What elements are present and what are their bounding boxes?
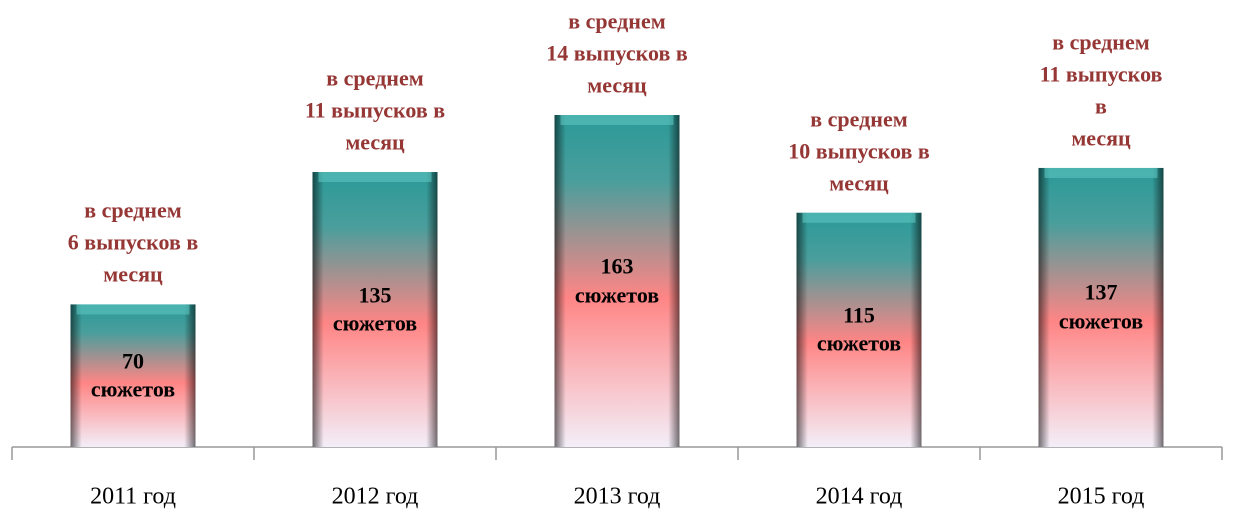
bar-cap [1044,167,1158,178]
annotation: в среднем 6 выпусков в месяц [67,197,199,287]
bar-cap [802,212,916,223]
x-tick-label: 2015 год [1057,483,1145,510]
annotation: в среднем 11 выпусков в месяц [304,65,446,155]
x-tick-label: 2012 год [331,483,419,510]
bar-cap [560,115,674,125]
annotation: в среднем 14 выпусков в месяц [546,8,688,98]
bar-edge [796,212,922,447]
annotation: в среднем 10 выпусков в месяц [788,106,930,195]
bar-edge [554,115,680,447]
data-label: 137 сюжетов [1058,279,1144,334]
x-tick-label: 2011 год [90,483,176,510]
annotation: в среднем 11 выпусков в месяц [1039,29,1163,151]
bar-edge [70,304,196,447]
data-label: 115 сюжетов [816,302,902,356]
bar-cap [318,172,432,183]
x-tick-label: 2014 год [815,483,903,510]
data-label: 135 сюжетов [332,281,418,336]
bar-edge [312,172,438,447]
x-tick-label: 2013 год [573,483,661,510]
bar-edge [1038,167,1164,447]
data-label: 70 сюжетов [90,348,176,402]
data-label: 163 сюжетов [574,253,660,307]
bar-cap [76,304,190,315]
